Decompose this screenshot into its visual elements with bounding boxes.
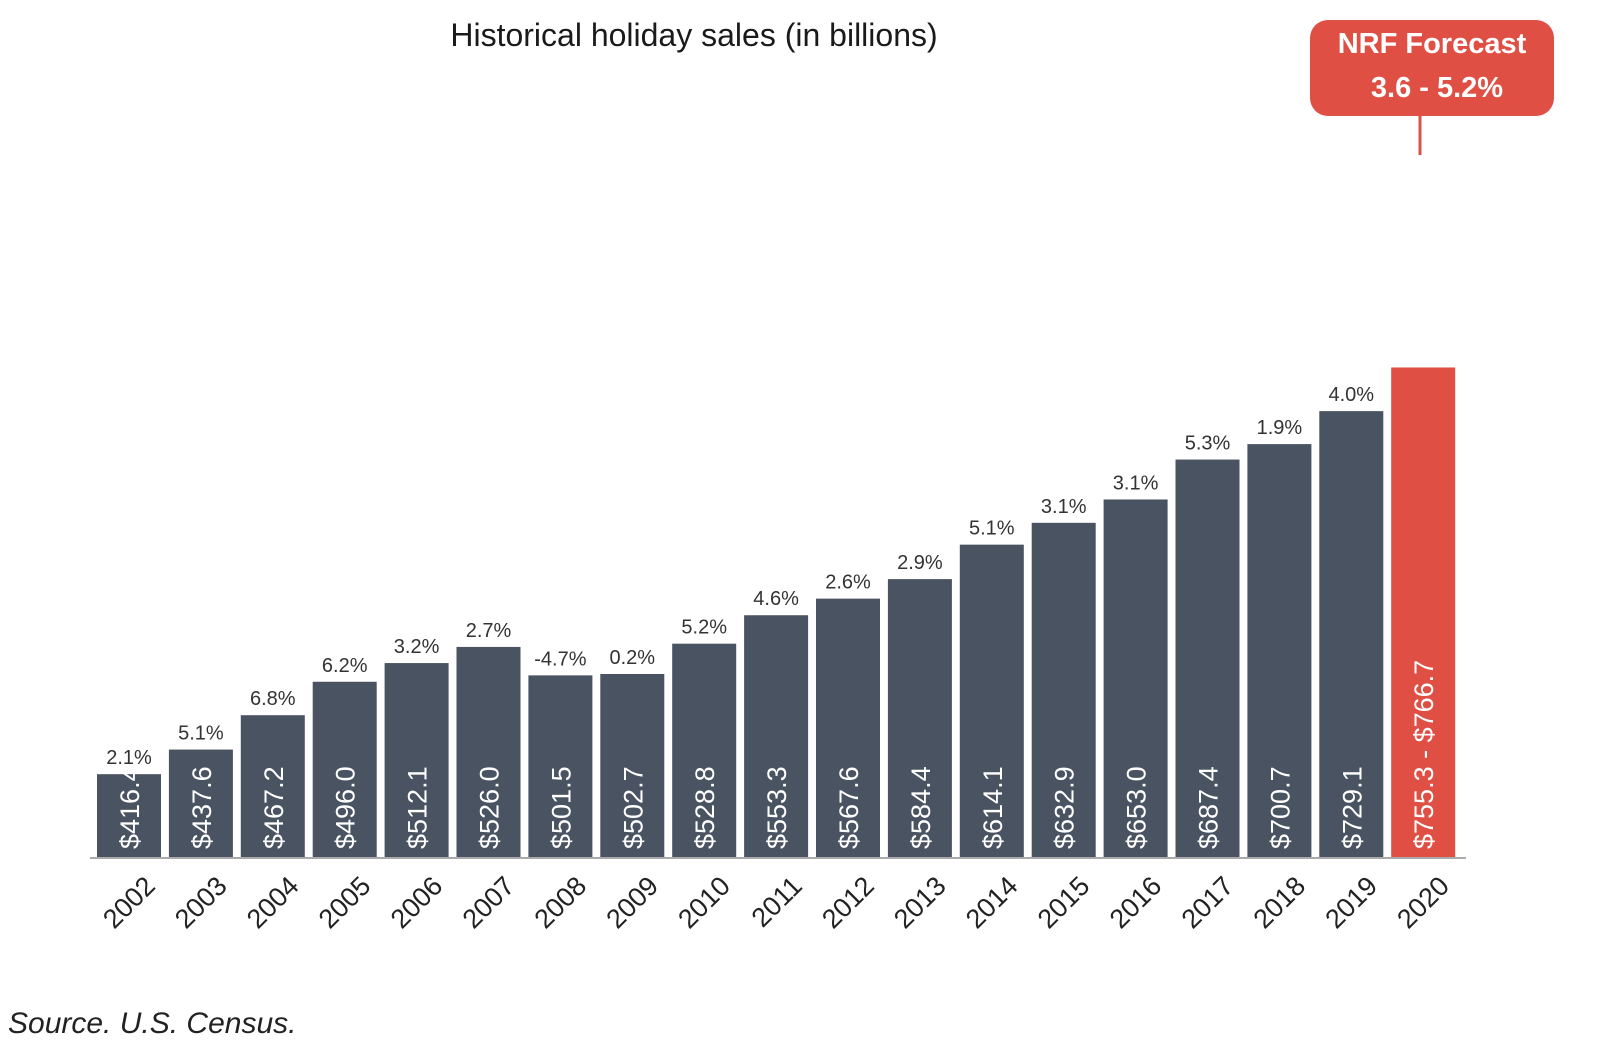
- tick-label-2019: 2019: [1319, 871, 1383, 935]
- bar-2012: [816, 598, 880, 858]
- bar-2013: [887, 579, 952, 858]
- value-label-2017: $687.4: [1194, 766, 1224, 849]
- growth-label-2018: 1.9%: [1257, 417, 1303, 439]
- tick-label-2009: 2009: [600, 871, 664, 935]
- value-label-2012: $567.6: [834, 766, 864, 849]
- tick-label-2004: 2004: [241, 871, 305, 935]
- tick-label-2018: 2018: [1248, 871, 1312, 935]
- callout-range: 3.6 - 5.2%: [1371, 72, 1503, 104]
- value-label-2008: $501.5: [546, 766, 576, 849]
- growth-label-2009: 0.2%: [610, 647, 656, 669]
- bar-2019: [1319, 411, 1384, 858]
- tick-label-2012: 2012: [816, 871, 880, 935]
- value-label-2004: $467.2: [259, 766, 289, 849]
- value-label-2013: $584.4: [906, 766, 936, 849]
- tick-label-2005: 2005: [313, 871, 377, 935]
- bar-2010: [672, 643, 737, 858]
- growth-label-2013: 2.9%: [897, 552, 943, 574]
- value-label-2005: $496.0: [331, 766, 361, 849]
- bars-group: $416.42.1% 2002 $437.6 5.1% 2003 $467.2 6.8% 20…: [97, 367, 1456, 935]
- tick-label-2010: 2010: [672, 871, 736, 935]
- growth-label-2015: 3.1%: [1041, 496, 1087, 518]
- tick-label-2013: 2013: [888, 871, 952, 935]
- value-label-2016: $653.0: [1122, 766, 1152, 849]
- value-label-2003: $437.6: [187, 766, 217, 849]
- bar-2020: [1391, 367, 1456, 858]
- value-label-2018: $700.7: [1265, 766, 1295, 849]
- value-label-2011: $553.3: [762, 766, 792, 849]
- bar-2017: [1175, 459, 1240, 858]
- value-label-2006: $512.1: [403, 766, 433, 849]
- value-label-2015: $632.9: [1050, 766, 1080, 849]
- growth-label-2004: 6.8%: [250, 688, 296, 710]
- value-label-2014: $614.1: [978, 766, 1008, 849]
- value-label-2019: $729.1: [1337, 766, 1367, 849]
- growth-label-2019: 4.0%: [1329, 384, 1375, 406]
- growth-label-2010: 5.2%: [681, 617, 727, 639]
- value-label-2002: $416.4: [115, 766, 145, 849]
- tick-label-2002: 2002: [97, 871, 161, 935]
- growth-label-2008: -4.7%: [534, 648, 586, 670]
- tick-label-2007: 2007: [457, 871, 521, 935]
- tick-label-2017: 2017: [1176, 871, 1240, 935]
- source-note: Source. U.S. Census.: [8, 1007, 297, 1040]
- tick-label-2015: 2015: [1032, 871, 1096, 935]
- bar-2014: [959, 544, 1024, 858]
- tick-label-2011: 2011: [746, 871, 808, 933]
- bar-2005: [312, 681, 377, 858]
- bar-2004: [240, 715, 305, 858]
- forecast-callout: NRF Forecast 3.6 - 5.2%: [1310, 20, 1554, 155]
- bar-2002: [97, 774, 161, 858]
- tick-label-2016: 2016: [1104, 871, 1168, 935]
- bar-2008: [528, 675, 593, 858]
- growth-label-2002: 2.1%: [106, 747, 152, 769]
- tick-label-2014: 2014: [960, 871, 1024, 935]
- tick-label-2020: 2020: [1391, 871, 1455, 935]
- bar-2018: [1247, 444, 1312, 858]
- growth-label-2014: 5.1%: [969, 518, 1015, 540]
- bar-2016: [1103, 499, 1168, 858]
- tick-label-2008: 2008: [529, 871, 593, 935]
- callout-box: [1310, 20, 1554, 116]
- bar-2003: [168, 749, 233, 858]
- bar-2007: [456, 646, 521, 858]
- growth-label-2007: 2.7%: [466, 620, 512, 642]
- chart-title: Historical holiday sales (in billions): [450, 17, 937, 53]
- bar-2015: [1031, 522, 1096, 858]
- growth-label-2006: 3.2%: [394, 636, 440, 658]
- growth-label-2005: 6.2%: [322, 655, 368, 677]
- tick-label-2006: 2006: [385, 871, 449, 935]
- growth-label-2011: 4.6%: [753, 588, 799, 610]
- value-label-2020: $755.3 - $766.7: [1409, 660, 1439, 849]
- tick-label-2003: 2003: [169, 871, 233, 935]
- bar-2006: [384, 663, 449, 858]
- bar-2011: [744, 615, 809, 858]
- growth-label-2017: 5.3%: [1185, 433, 1231, 455]
- growth-label-2003: 5.1%: [178, 723, 224, 745]
- growth-label-2012: 2.6%: [825, 572, 871, 594]
- callout-title: NRF Forecast: [1338, 28, 1527, 60]
- value-label-2007: $526.0: [475, 766, 505, 849]
- bar-2009: [600, 673, 665, 858]
- value-label-2009: $502.7: [618, 766, 648, 849]
- growth-label-2016: 3.1%: [1113, 472, 1159, 494]
- value-label-2010: $528.8: [690, 766, 720, 849]
